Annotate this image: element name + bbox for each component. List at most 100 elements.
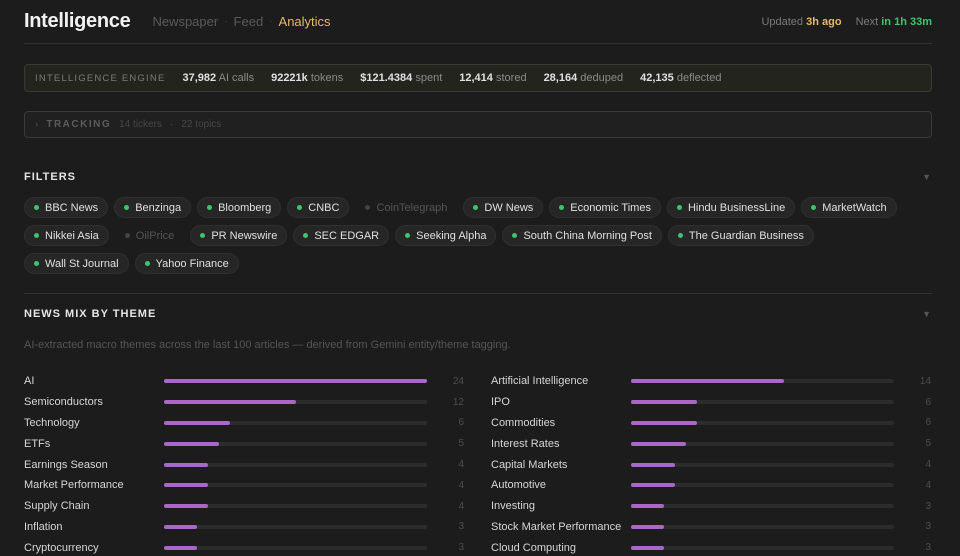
theme-row: Market Performance 4 — [24, 475, 464, 496]
stat-value: 12,414 — [459, 72, 493, 84]
filters-header[interactable]: FILTERS ▼ — [24, 171, 932, 183]
filter-chip[interactable]: CNBC — [287, 197, 350, 218]
engine-label: INTELLIGENCE ENGINE — [35, 72, 166, 84]
stat-ai-calls: 37,982 AI calls — [183, 72, 255, 84]
tracking-tickers: 14 tickers — [119, 119, 162, 130]
theme-row: Investing 3 — [491, 496, 931, 517]
next-status: Next in 1h 33m — [856, 16, 932, 28]
themes-title: NEWS MIX BY THEME — [24, 308, 157, 320]
theme-count: 24 — [452, 375, 464, 387]
filter-chip[interactable]: Economic Times — [549, 197, 661, 218]
filter-chip[interactable]: Yahoo Finance — [134, 253, 239, 274]
filter-chip[interactable]: OilPrice — [115, 225, 185, 246]
theme-row: Earnings Season 4 — [24, 454, 464, 475]
filter-chip-label: Economic Times — [570, 201, 651, 214]
theme-count: 4 — [458, 459, 464, 471]
theme-row: IPO 6 — [491, 392, 931, 413]
filter-chip[interactable]: Wall St Journal — [24, 253, 129, 274]
filter-chip[interactable]: SEC EDGAR — [293, 225, 390, 246]
stat-unit: spent — [415, 72, 443, 84]
filter-chip[interactable]: CoinTelegraph — [355, 197, 457, 218]
nav-separator: · — [224, 16, 228, 27]
status-dot-icon — [512, 233, 518, 238]
nav-tabs: Newspaper · Feed · Analytics — [152, 14, 330, 29]
filter-chip[interactable]: BBC News — [24, 197, 109, 218]
theme-count: 4 — [458, 479, 464, 491]
tracking-panel[interactable]: › TRACKING 14 tickers · 22 topics — [24, 111, 932, 138]
theme-name: Capital Markets — [491, 458, 568, 471]
filters-title: FILTERS — [24, 171, 77, 183]
tab-analytics[interactable]: Analytics — [278, 14, 331, 29]
status-dot-icon — [207, 205, 213, 210]
theme-row: Commodities 6 — [491, 413, 931, 434]
updated-value: 3h ago — [806, 15, 842, 28]
theme-bar-track — [631, 504, 894, 509]
filter-chip[interactable]: Bloomberg — [197, 197, 282, 218]
stat-unit: tokens — [310, 72, 344, 84]
tab-newspaper[interactable]: Newspaper — [152, 14, 219, 29]
theme-bar-fill — [631, 441, 686, 446]
theme-count: 6 — [925, 417, 931, 429]
next-label: Next — [855, 15, 879, 28]
theme-row: Automotive 4 — [491, 475, 931, 496]
theme-bar-fill — [631, 524, 664, 529]
chevron-down-icon: ▼ — [922, 172, 932, 182]
theme-count: 3 — [925, 521, 931, 533]
theme-bar-fill — [631, 483, 675, 488]
next-value: in 1h 33m — [881, 15, 932, 28]
status-dot-icon — [405, 233, 411, 238]
theme-bar-track — [164, 524, 427, 529]
filter-chip-label: SEC EDGAR — [314, 229, 380, 242]
filter-chip[interactable]: Benzinga — [114, 197, 192, 218]
filter-chip-label: Bloomberg — [218, 201, 272, 214]
theme-column-left: AI 24 Semiconductors 12 Technology 6 ETFs 5 Earn… — [24, 371, 464, 556]
filter-chip[interactable]: Nikkei Asia — [24, 225, 109, 246]
theme-bar-fill — [631, 400, 697, 405]
filter-chip[interactable]: The Guardian Business — [667, 225, 814, 246]
theme-bar-fill — [631, 420, 697, 425]
theme-bar-track — [631, 483, 894, 488]
filter-chip[interactable]: Seeking Alpha — [395, 225, 497, 246]
theme-row: ETFs 5 — [24, 433, 464, 454]
status-dot-icon — [124, 205, 130, 210]
theme-bar-fill — [164, 504, 208, 509]
stat-stored: 12,414 stored — [459, 72, 526, 84]
tab-feed[interactable]: Feed — [233, 14, 264, 29]
filter-chip-label: Benzinga — [135, 201, 182, 214]
theme-count: 4 — [925, 479, 931, 491]
theme-name: Supply Chain — [24, 500, 90, 513]
theme-name: Inflation — [24, 520, 63, 533]
filter-chip[interactable]: MarketWatch — [801, 197, 897, 218]
theme-name: Investing — [491, 500, 536, 513]
updated-label: Updated — [761, 15, 804, 28]
theme-bar-fill — [164, 420, 230, 425]
theme-row: Cloud Computing 3 — [491, 537, 931, 556]
theme-bar-track — [164, 441, 427, 446]
themes-header[interactable]: NEWS MIX BY THEME ▼ — [24, 308, 932, 320]
filter-chip[interactable]: Hindu BusinessLine — [666, 197, 796, 218]
stat-spent: $121.4384 spent — [360, 72, 442, 84]
theme-count: 4 — [458, 500, 464, 512]
theme-bar-track — [631, 379, 894, 384]
filter-chip-label: CoinTelegraph — [376, 201, 448, 214]
filter-chip[interactable]: South China Morning Post — [502, 225, 662, 246]
filter-chip[interactable]: DW News — [463, 197, 544, 218]
themes-description: AI-extracted macro themes across the las… — [24, 339, 511, 351]
status-dot-icon — [303, 233, 309, 238]
tracking-label: TRACKING — [46, 119, 112, 130]
theme-bar-fill — [164, 483, 208, 488]
stat-value: 92221k — [271, 72, 308, 84]
stat-tokens: 92221k tokens — [271, 72, 343, 84]
theme-bar-track — [631, 462, 894, 467]
theme-name: Semiconductors — [24, 396, 103, 409]
theme-bar-track — [164, 462, 427, 467]
theme-count: 5 — [458, 438, 464, 450]
filter-chip[interactable]: PR Newswire — [190, 225, 288, 246]
filter-chip-label: Wall St Journal — [45, 257, 119, 270]
theme-name: Stock Market Performance — [491, 520, 622, 533]
status-dot-icon — [473, 205, 479, 210]
theme-bar-track — [631, 441, 894, 446]
theme-bar-track — [164, 420, 427, 425]
theme-bar-fill — [631, 462, 675, 467]
status-dot-icon — [676, 205, 682, 210]
